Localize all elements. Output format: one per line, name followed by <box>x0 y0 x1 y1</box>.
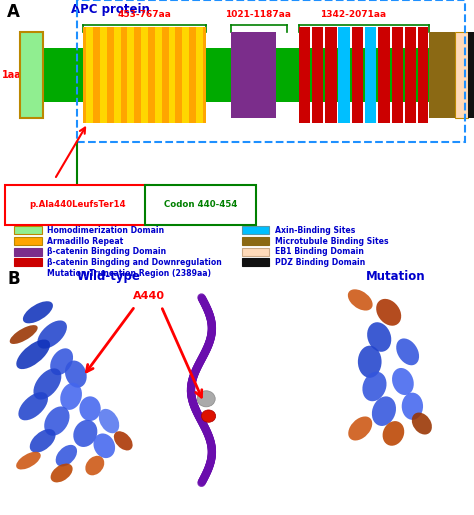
Text: β-catenin Bingding Domain: β-catenin Bingding Domain <box>47 247 166 256</box>
Bar <box>114 27 120 123</box>
Ellipse shape <box>401 392 423 420</box>
Bar <box>338 27 350 123</box>
Text: p.Ala440LeufsTer14: p.Ala440LeufsTer14 <box>29 200 126 210</box>
Text: 1342-2071aa: 1342-2071aa <box>320 10 386 19</box>
Ellipse shape <box>358 346 382 378</box>
Bar <box>20 32 43 118</box>
Ellipse shape <box>383 421 404 446</box>
Ellipse shape <box>16 452 41 470</box>
Bar <box>14 259 42 266</box>
Ellipse shape <box>34 368 61 400</box>
Bar <box>325 27 337 123</box>
Ellipse shape <box>30 429 55 453</box>
Ellipse shape <box>348 417 372 440</box>
Bar <box>77 0 465 142</box>
Ellipse shape <box>363 372 386 401</box>
Bar <box>405 27 416 123</box>
Text: Mutation: Mutation <box>366 270 426 283</box>
Ellipse shape <box>412 413 432 435</box>
Text: 2843aa: 2843aa <box>444 71 474 79</box>
Text: Mutation Truncation Region (2389aa): Mutation Truncation Region (2389aa) <box>47 269 211 278</box>
Ellipse shape <box>50 348 73 375</box>
Bar <box>83 27 206 123</box>
Bar <box>242 226 269 234</box>
Ellipse shape <box>16 339 50 369</box>
Bar <box>128 27 134 123</box>
Text: APC protein: APC protein <box>71 3 150 15</box>
Ellipse shape <box>99 409 119 433</box>
Ellipse shape <box>197 391 215 407</box>
Ellipse shape <box>93 434 115 458</box>
Text: Microtubule Binding Sites: Microtubule Binding Sites <box>275 236 389 246</box>
Bar <box>155 27 162 123</box>
Ellipse shape <box>65 360 87 388</box>
Ellipse shape <box>9 325 38 344</box>
Ellipse shape <box>372 397 396 426</box>
Bar <box>14 248 42 256</box>
Bar <box>429 32 455 118</box>
Bar <box>242 248 269 256</box>
Bar <box>14 269 42 277</box>
Ellipse shape <box>60 383 82 410</box>
Bar <box>365 27 376 123</box>
Bar <box>352 27 363 123</box>
Bar <box>100 27 107 123</box>
Text: Codon 440-454: Codon 440-454 <box>164 200 237 210</box>
Text: 1021-1187aa: 1021-1187aa <box>225 10 292 19</box>
Ellipse shape <box>201 410 216 422</box>
Bar <box>141 27 148 123</box>
Bar <box>196 27 203 123</box>
Ellipse shape <box>80 397 100 421</box>
Ellipse shape <box>55 445 77 467</box>
Ellipse shape <box>348 289 373 311</box>
Text: β-catenin Bingding and Downregulation: β-catenin Bingding and Downregulation <box>47 258 222 267</box>
Ellipse shape <box>37 320 67 349</box>
Ellipse shape <box>114 431 133 451</box>
Bar <box>468 32 474 118</box>
Bar <box>182 27 189 123</box>
Bar <box>418 27 428 123</box>
Bar <box>14 237 42 245</box>
Bar <box>86 27 93 123</box>
Ellipse shape <box>85 456 104 475</box>
Text: 453-767aa: 453-767aa <box>118 10 172 19</box>
Bar <box>231 32 276 118</box>
Text: B: B <box>7 270 20 288</box>
Ellipse shape <box>376 299 401 325</box>
Bar <box>242 237 269 245</box>
Text: 1aa: 1aa <box>2 70 22 80</box>
Bar <box>455 32 468 118</box>
Bar <box>312 27 323 123</box>
Ellipse shape <box>396 338 419 365</box>
Bar <box>14 226 42 234</box>
Bar <box>299 27 310 123</box>
Ellipse shape <box>51 464 73 483</box>
Text: Armadillo Repeat: Armadillo Repeat <box>47 236 124 246</box>
Text: PDZ Binding Domain: PDZ Binding Domain <box>275 258 365 267</box>
Text: EB1 Binding Domain: EB1 Binding Domain <box>275 247 364 256</box>
Text: Homodimerization Domain: Homodimerization Domain <box>47 226 164 235</box>
Ellipse shape <box>367 322 391 352</box>
Bar <box>19 48 462 102</box>
Text: A: A <box>7 3 20 21</box>
Bar <box>242 259 269 266</box>
Bar <box>378 27 390 123</box>
FancyBboxPatch shape <box>145 185 256 225</box>
Bar <box>169 27 175 123</box>
Text: A440: A440 <box>133 291 165 301</box>
Bar <box>392 27 403 123</box>
Ellipse shape <box>44 406 70 436</box>
Ellipse shape <box>18 392 48 420</box>
Ellipse shape <box>23 301 53 323</box>
Ellipse shape <box>73 420 97 447</box>
Text: Axin-Binding Sites: Axin-Binding Sites <box>275 226 356 235</box>
Text: Wild-type: Wild-type <box>77 270 141 283</box>
FancyBboxPatch shape <box>5 185 149 225</box>
Ellipse shape <box>392 368 414 395</box>
